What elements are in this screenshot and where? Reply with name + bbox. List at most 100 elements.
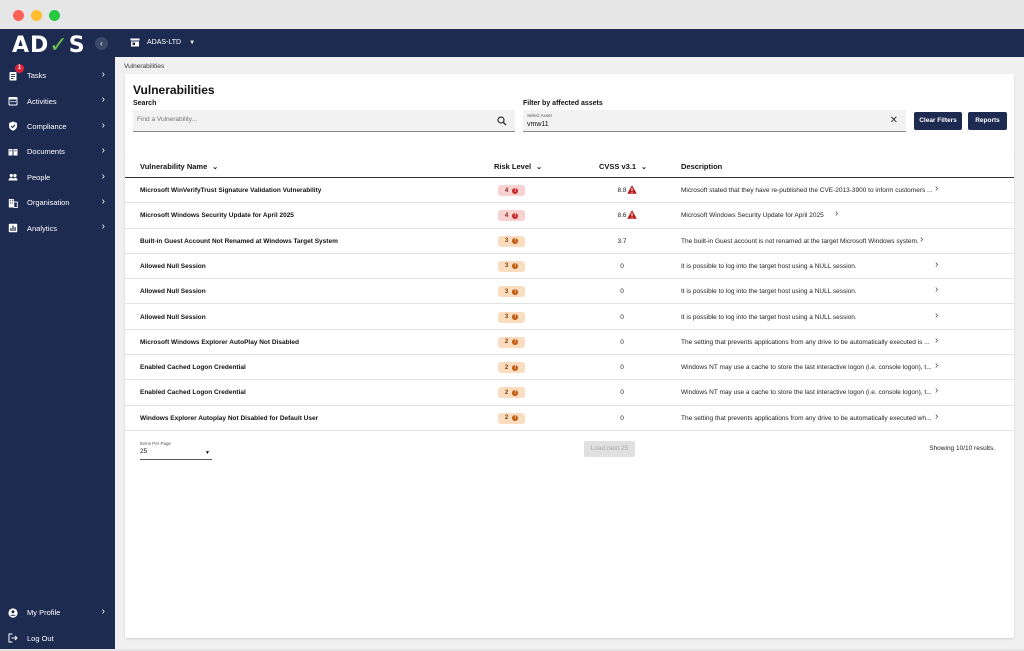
caret-down-icon: ▼: [189, 39, 196, 46]
app-logo[interactable]: AD✓S: [12, 33, 86, 58]
table-row[interactable]: Enabled Cached Logon Credential 2! 0 Window…: [125, 355, 1014, 381]
chevron-right-icon[interactable]: ›: [935, 360, 939, 372]
items-per-page-label: Items Per Page: [140, 441, 172, 446]
chevron-right-icon[interactable]: ›: [935, 385, 939, 397]
people-icon: [8, 172, 18, 182]
reports-button[interactable]: Reports: [968, 112, 1007, 130]
items-per-page-value: 25: [140, 448, 148, 455]
org-switcher[interactable]: ADAS-LTD ▼: [130, 38, 195, 47]
items-per-page-select[interactable]: 25 ▼: [140, 448, 212, 460]
caret-down-icon: ▼: [205, 450, 210, 456]
vulnerability-description: The built-in Guest account is not rename…: [681, 237, 919, 245]
risk-level-value: 4: [504, 212, 509, 219]
chart-icon: [8, 223, 18, 233]
sidebar-item-organisation[interactable]: Organisation ›: [0, 190, 115, 215]
collapse-sidebar-button[interactable]: ‹: [95, 37, 108, 50]
risk-level-value: 3: [504, 263, 509, 270]
chevron-right-icon[interactable]: ›: [835, 208, 839, 220]
table-row[interactable]: Microsoft Windows Security Update for Ap…: [125, 203, 1014, 229]
chevron-right-icon: ›: [101, 94, 105, 106]
table-row[interactable]: Allowed Null Session 3! 0 It is possible to…: [125, 305, 1014, 330]
column-header-risk[interactable]: Risk Level ⌄: [494, 162, 542, 171]
vulnerability-description: It is possible to log into the target ho…: [681, 262, 857, 270]
risk-level-value: 3: [504, 314, 509, 320]
vulnerability-description: Windows NT may use a cache to store the …: [681, 389, 932, 397]
vulnerability-name: Microsoft WinVerifyTrust Signature Valid…: [140, 187, 322, 194]
vulnerability-name: Allowed Null Session: [140, 313, 206, 321]
sidebar-item-people[interactable]: People ›: [0, 165, 115, 190]
maximize-window-button[interactable]: [49, 10, 60, 21]
table-row[interactable]: Allowed Null Session 3! 0 It is possible to…: [125, 279, 1014, 305]
risk-level-value: 2: [504, 364, 509, 371]
clear-asset-icon[interactable]: ✕: [889, 115, 898, 126]
risk-level-badge: 4!: [498, 210, 525, 222]
asset-filter-label: Filter by affected assets: [523, 100, 603, 107]
sidebar-nav: 1 Tasks › Activities › Compliance › Documents › P…: [0, 63, 115, 241]
risk-level-value: 2: [504, 339, 509, 346]
vulnerability-name: Enabled Cached Logon Credential: [140, 389, 246, 397]
chevron-right-icon[interactable]: ›: [935, 334, 939, 346]
warning-icon: [627, 185, 637, 194]
column-header-cvss[interactable]: CVSS v3.1 ⌄: [599, 162, 647, 171]
chevron-right-icon[interactable]: ›: [935, 309, 939, 321]
alert-circle-icon: !: [512, 389, 519, 396]
table-row[interactable]: Enabled Cached Logon Credential 2! 0 Window…: [125, 380, 1014, 406]
column-header-name[interactable]: Vulnerability Name ⌄: [140, 162, 218, 171]
sidebar-item-log-out[interactable]: Log Out: [0, 625, 115, 650]
alert-circle-icon: !: [512, 314, 519, 320]
alert-circle-icon: !: [512, 187, 519, 194]
table-row[interactable]: Allowed Null Session 3! 0 It is possible to…: [125, 254, 1014, 280]
close-window-button[interactable]: [13, 10, 24, 21]
page-title: Vulnerabilities: [133, 83, 215, 97]
asset-select[interactable]: Select Asset vmw11 ✕: [523, 110, 906, 132]
table-row[interactable]: Windows Explorer Autoplay Not Disabled f…: [125, 406, 1014, 431]
vulnerability-description: The setting that prevents applications f…: [681, 414, 932, 422]
chevron-right-icon: ›: [101, 170, 105, 182]
chevron-right-icon: ›: [101, 606, 105, 617]
risk-level-value: 3: [504, 238, 509, 245]
clipboard-icon: [8, 71, 18, 81]
search-field[interactable]: [133, 110, 515, 132]
vulnerability-description: It is possible to log into the target ho…: [681, 288, 857, 296]
chevron-right-icon[interactable]: ›: [920, 233, 924, 245]
load-next-button[interactable]: Load next 25: [584, 441, 635, 457]
alert-circle-icon: !: [512, 263, 519, 270]
breadcrumb[interactable]: Vulnerabilities: [124, 63, 165, 70]
chevron-right-icon: ›: [101, 221, 105, 233]
vulnerability-name: Enabled Cached Logon Credential: [140, 364, 246, 372]
sidebar-item-tasks[interactable]: 1 Tasks ›: [0, 63, 115, 88]
chevron-right-icon[interactable]: ›: [935, 183, 939, 194]
chevron-right-icon[interactable]: ›: [935, 258, 939, 270]
column-header-cvss-label: CVSS v3.1: [599, 162, 637, 171]
risk-level-badge: 3!: [498, 260, 525, 272]
risk-level-badge: 2!: [498, 336, 525, 348]
risk-level-value: 2: [504, 415, 509, 422]
search-input[interactable]: [137, 116, 487, 123]
sidebar-item-compliance[interactable]: Compliance ›: [0, 114, 115, 139]
sidebar-item-activities[interactable]: Activities ›: [0, 88, 115, 113]
risk-level-value: 4: [504, 187, 509, 194]
risk-level-badge: 2!: [498, 362, 525, 374]
chevron-right-icon[interactable]: ›: [935, 284, 939, 296]
table-row[interactable]: Built-in Guest Account Not Renamed at Wi…: [125, 229, 1014, 254]
sidebar-item-analytics[interactable]: Analytics ›: [0, 215, 115, 240]
sidebar-item-documents[interactable]: Documents ›: [0, 139, 115, 164]
column-header-description-label: Description: [681, 162, 723, 171]
table-footer: Items Per Page 25 ▼ Load next 25 Showing…: [125, 436, 1014, 466]
chevron-down-icon: ⌄: [212, 163, 219, 171]
account-icon: [8, 608, 18, 618]
chevron-right-icon[interactable]: ›: [935, 410, 939, 422]
table-row[interactable]: Microsoft Windows Explorer AutoPlay Not …: [125, 330, 1014, 356]
table-row[interactable]: Microsoft WinVerifyTrust Signature Valid…: [125, 178, 1014, 204]
cvss-score: 8.8: [617, 187, 627, 194]
clear-filters-button[interactable]: Clear Filters: [914, 112, 962, 130]
chevron-right-icon: ›: [101, 145, 105, 157]
cvss-score: 0: [620, 364, 624, 372]
sidebar-nav-bottom: My Profile › Log Out: [0, 600, 115, 651]
alert-circle-icon: !: [512, 212, 519, 219]
sidebar-item-my-profile[interactable]: My Profile ›: [0, 600, 115, 625]
cvss-score: 0: [620, 313, 624, 321]
search-icon[interactable]: [497, 116, 507, 126]
warning-icon: [627, 210, 637, 219]
minimize-window-button[interactable]: [31, 10, 42, 21]
